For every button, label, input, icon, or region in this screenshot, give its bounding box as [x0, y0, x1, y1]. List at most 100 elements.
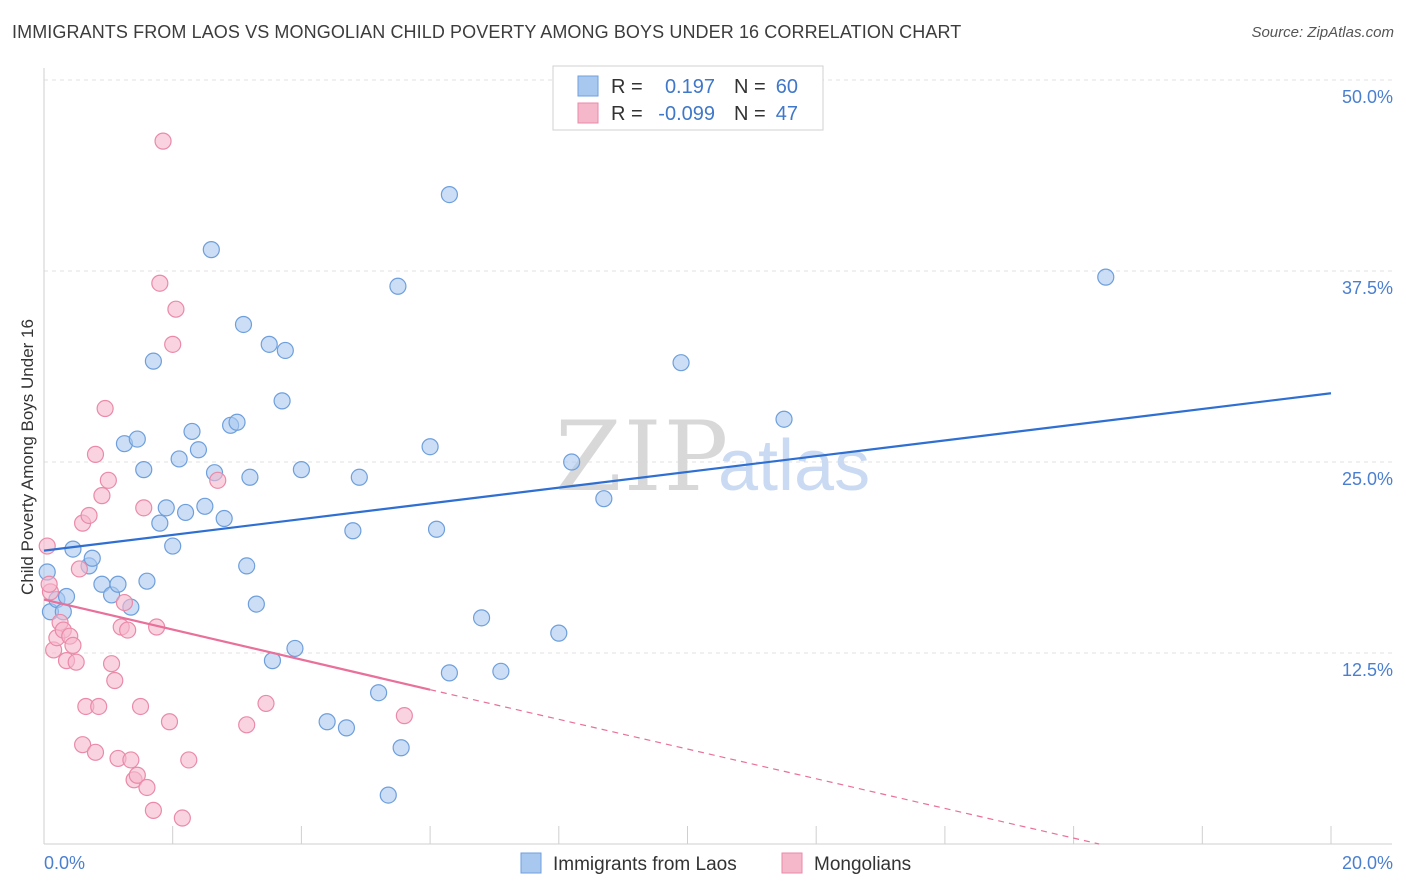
laos-point [276, 341, 294, 360]
laos-point [563, 453, 581, 471]
bottom-legend-mongolians: Mongolians [814, 854, 911, 875]
legend-n-value: 47 [776, 103, 798, 125]
laos-point [421, 438, 439, 456]
laos-point [260, 335, 278, 353]
mongolian-point [90, 697, 108, 716]
laos-point [440, 186, 459, 204]
mongolian-point [102, 655, 121, 673]
mongolian-trend-extension [429, 689, 1100, 845]
legend-n-label: N = [734, 76, 766, 98]
x-tick-label: 20.0% [1342, 853, 1393, 873]
axis-ticks: 12.5% 25.0% 37.5% 50.0% 0.0% 20.0% [44, 87, 1393, 873]
laos-point [202, 241, 220, 259]
legend-r-label: R = [611, 76, 643, 98]
y-tick-label: 12.5% [1342, 660, 1393, 680]
legend-r-label: R = [611, 103, 643, 125]
laos-point [109, 575, 127, 593]
legend-n-label: N = [734, 103, 766, 125]
mongolian-point [99, 471, 117, 489]
mongolian-point [80, 506, 98, 525]
laos-point [144, 352, 162, 370]
mongolian-point [180, 751, 198, 769]
stats-legend: R = 0.197 N = 60 R = -0.099 N = 47 [552, 65, 824, 131]
laos-point [241, 468, 259, 486]
trend-lines [43, 392, 1332, 845]
watermark-zip: ZIP [555, 401, 730, 513]
laos-point [215, 509, 233, 528]
x-tick-label: 0.0% [44, 853, 85, 873]
mongolian-point [64, 636, 82, 654]
laos-point [135, 461, 153, 479]
mongolian-point [67, 653, 85, 671]
mongolian-point [128, 766, 146, 784]
y-tick-label: 50.0% [1342, 87, 1393, 107]
y-tick-label: 37.5% [1342, 278, 1393, 298]
mongolian-point [164, 335, 182, 353]
mongolian-point [395, 707, 413, 725]
laos-point [318, 713, 336, 731]
mongolian-point [144, 801, 162, 819]
chart-title: IMMIGRANTS FROM LAOS VS MONGOLIAN CHILD … [12, 22, 962, 42]
mongolian-point [151, 274, 169, 292]
laos-point [128, 430, 146, 448]
series-legend: Immigrants from Laos Mongolians [520, 852, 911, 875]
mongolian-point [209, 471, 227, 489]
laos-point [472, 609, 491, 627]
legend-n-value: 60 [776, 76, 798, 98]
laos-point [370, 684, 388, 702]
mongolian-points [38, 132, 413, 827]
laos-point [247, 595, 265, 613]
laos-point [228, 413, 246, 431]
laos-point [550, 624, 568, 642]
laos-point [189, 441, 208, 459]
laos-point [164, 537, 182, 555]
mongolian-point [93, 487, 111, 505]
mongolian-point [70, 560, 88, 578]
mongolian-point [160, 713, 179, 731]
laos-point [775, 410, 793, 428]
mongolian-point [119, 621, 137, 639]
laos-point [138, 572, 156, 590]
legend-r-value: 0.197 [665, 76, 715, 98]
laos-point [427, 520, 446, 538]
mongolian-point [167, 300, 185, 318]
laos-point [337, 719, 356, 737]
mongolian-point [238, 716, 256, 734]
mongolian-point [86, 445, 105, 463]
mongolian-trend-line [43, 598, 431, 691]
y-tick-label: 25.0% [1342, 469, 1393, 489]
mongolian-point [96, 399, 114, 418]
laos-point [440, 664, 459, 682]
laos-point [83, 549, 101, 567]
laos-point [176, 503, 195, 522]
bottom-legend-swatch-mongolians [781, 852, 803, 874]
mongolian-point [154, 132, 172, 150]
laos-point [238, 557, 256, 575]
source-label: Source: ZipAtlas.com [1251, 24, 1394, 41]
mongolian-point [40, 575, 58, 593]
mongolian-point [86, 743, 105, 761]
legend-swatch-laos [577, 75, 599, 97]
laos-point [286, 639, 304, 658]
mongolian-point [131, 697, 150, 716]
laos-points [38, 186, 1115, 804]
mongolian-point [173, 809, 191, 827]
bottom-legend-swatch-laos [520, 852, 542, 874]
laos-point [492, 662, 510, 680]
legend-swatch-mongolians [577, 102, 599, 124]
laos-point [157, 499, 175, 517]
legend-r-value: -0.099 [658, 103, 715, 125]
mongolian-point [257, 694, 275, 713]
laos-point [1097, 268, 1115, 286]
mongolian-point [74, 736, 92, 754]
mongolian-point [115, 593, 134, 612]
bottom-legend-laos: Immigrants from Laos [553, 854, 737, 875]
axes [43, 68, 1392, 845]
laos-point [350, 468, 368, 486]
laos-point [151, 514, 169, 532]
laos-point [57, 587, 76, 606]
mongolian-point [122, 751, 140, 769]
mongolian-point [38, 537, 56, 555]
laos-point [595, 490, 613, 508]
